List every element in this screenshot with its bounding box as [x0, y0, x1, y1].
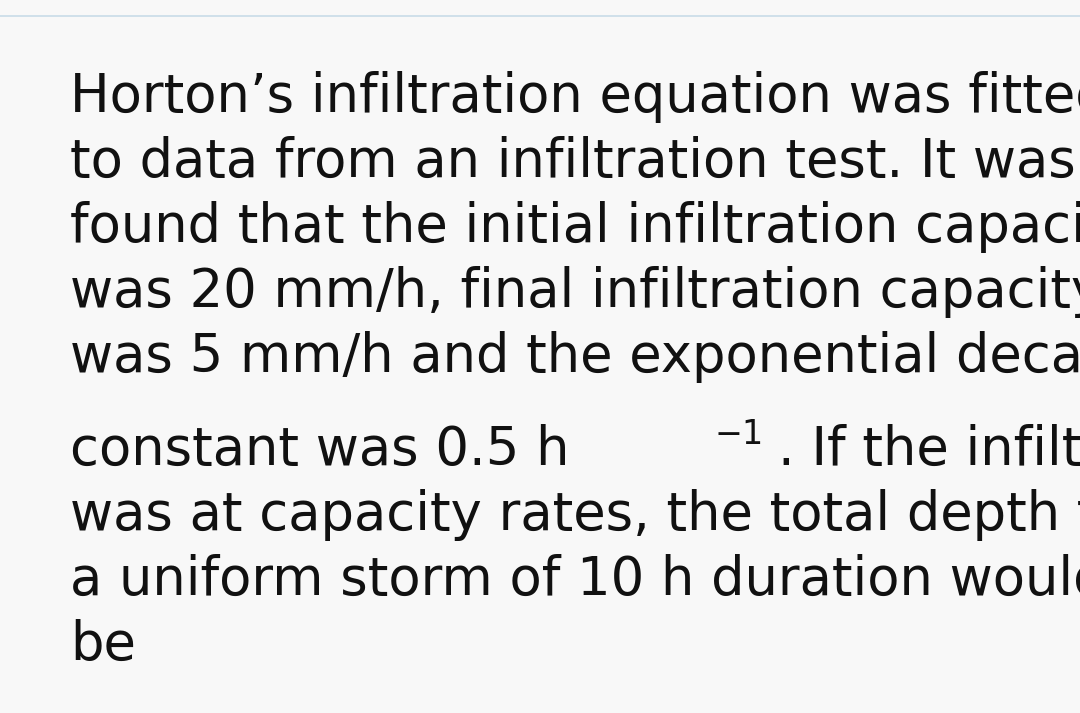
Text: was 20 mm/h, final infiltration capacity: was 20 mm/h, final infiltration capacity [70, 266, 1080, 318]
Text: a uniform storm of 10 h duration would: a uniform storm of 10 h duration would [70, 554, 1080, 606]
Text: was 5 mm/h and the exponential decay: was 5 mm/h and the exponential decay [70, 331, 1080, 383]
Text: −1: −1 [715, 419, 764, 451]
Text: constant was 0.5 h: constant was 0.5 h [70, 424, 570, 476]
Text: be: be [70, 619, 136, 671]
Text: . If the infiltration: . If the infiltration [779, 424, 1080, 476]
Text: Horton’s infiltration equation was fitted: Horton’s infiltration equation was fitte… [70, 71, 1080, 123]
Text: found that the initial infiltration capacity: found that the initial infiltration capa… [70, 201, 1080, 253]
Text: to data from an infiltration test. It was: to data from an infiltration test. It wa… [70, 136, 1076, 188]
Text: was at capacity rates, the total depth for: was at capacity rates, the total depth f… [70, 489, 1080, 541]
